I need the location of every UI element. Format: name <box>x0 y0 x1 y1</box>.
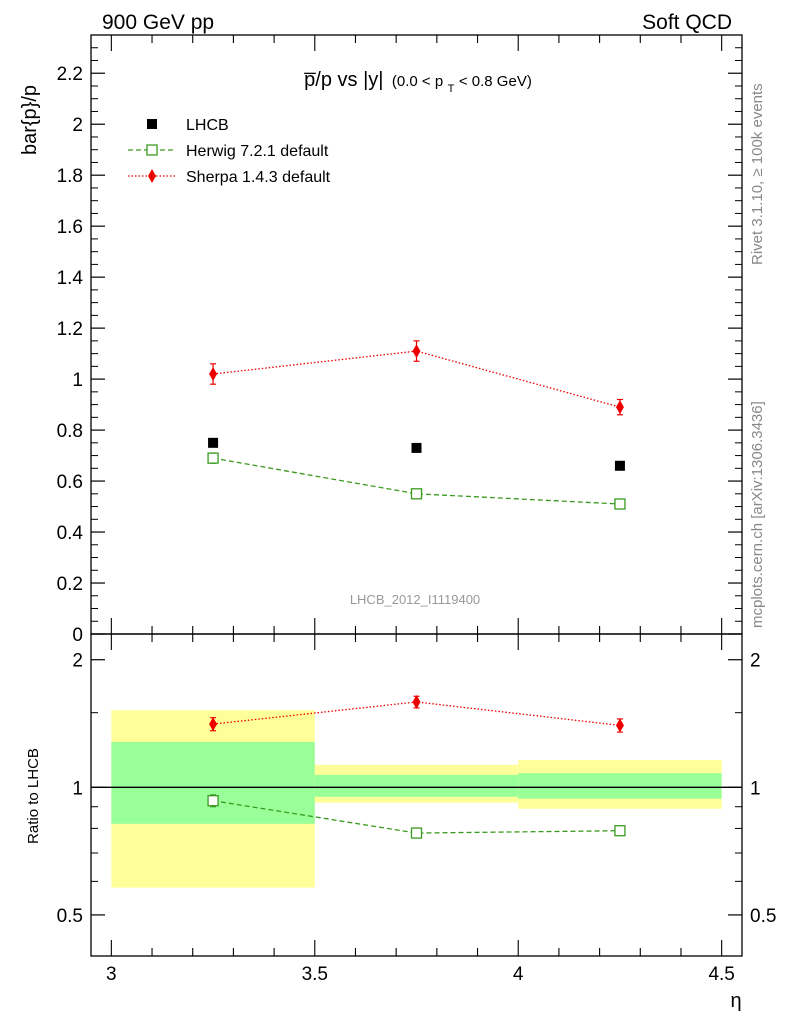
xtick-label: 4.5 <box>708 964 734 985</box>
ratio-ylabel: Ratio to LHCB <box>25 748 42 844</box>
x-axis-ticks: 3 3.5 4 4.5 <box>106 35 735 985</box>
ratio-sherpa-point <box>412 694 421 709</box>
sherpa-point <box>209 367 218 382</box>
main-ytick-label: 1.2 <box>57 319 83 340</box>
title-cut-suffix: < 0.8 GeV) <box>459 73 532 90</box>
ratio-band-inner-1 <box>314 774 519 797</box>
ratio-herwig-point <box>614 825 626 837</box>
ratio-band-inner-0 <box>111 741 315 824</box>
ratio-uncertainty-bands <box>111 710 722 888</box>
legend-herwig-marker <box>146 144 158 156</box>
main-ytick-label: 0.2 <box>57 574 83 595</box>
main-ylabel: bar{p}/p <box>19 85 41 155</box>
main-axis-ticks: 0 0.2 0.4 0.6 0.8 1 1.2 1.4 1.6 1.8 2 2.2 <box>57 34 742 646</box>
ratio-band-inner-2 <box>518 773 722 799</box>
main-ytick-label: 2.2 <box>57 64 83 85</box>
ratio-ytick-label-right: 0.5 <box>750 906 776 927</box>
main-ytick-label: 1.6 <box>57 217 83 238</box>
legend: LHCB Herwig 7.2.1 default Sherpa 1.4.3 d… <box>128 117 331 186</box>
legend-sherpa-label: Sherpa 1.4.3 default <box>186 169 331 186</box>
xtick-label: 3 <box>106 964 117 985</box>
ratio-herwig-line <box>212 800 620 834</box>
plot-title: p̅/p vs |y| (0.0 < p T < 0.8 GeV) <box>304 69 532 96</box>
ratio-sherpa-point <box>615 718 624 733</box>
title-main: p̅/p vs |y| <box>304 69 383 91</box>
ratio-ytick-label-left: 0.5 <box>57 906 83 927</box>
ratio-sherpa-point <box>209 717 218 732</box>
main-ytick-label: 0.4 <box>57 523 84 544</box>
main-ytick-label: 2 <box>72 115 83 136</box>
ratio-ytick-label-left: 2 <box>72 651 83 672</box>
lhcb-point <box>614 460 625 471</box>
legend-lhcb-label: LHCB <box>186 117 229 134</box>
ratio-ytick-label-right: 2 <box>750 651 761 672</box>
title-cut-subscript: T <box>448 83 455 95</box>
sherpa-point <box>615 400 624 415</box>
main-ytick-label: 0.8 <box>57 421 83 442</box>
herwig-point <box>410 488 423 500</box>
legend-herwig-label: Herwig 7.2.1 default <box>186 143 329 160</box>
herwig-point <box>207 452 219 464</box>
main-ytick-label: 1.8 <box>57 166 83 187</box>
rivet-version-text: Rivet 3.1.10, ≥ 100k events <box>749 83 766 265</box>
ratio-ytick-label-right: 1 <box>750 778 761 799</box>
main-ytick-label: 1 <box>72 370 83 391</box>
herwig-line <box>212 457 620 505</box>
title-cut-prefix: (0.0 < p <box>392 73 443 90</box>
legend-sherpa-marker <box>148 169 156 183</box>
header-right-label: Soft QCD <box>642 11 732 34</box>
ratio-axis-ticks: 0.5 0.5 1 1 2 2 <box>57 651 777 927</box>
main-ytick-label: 1.4 <box>57 268 84 289</box>
lhcb-point <box>208 437 219 448</box>
ratio-series-group <box>207 694 626 839</box>
sherpa-point <box>412 344 421 359</box>
xtick-label: 3.5 <box>302 964 328 985</box>
main-ytick-label: 0.6 <box>57 472 83 493</box>
main-series-group <box>207 340 626 510</box>
ratio-herwig-point <box>410 827 423 839</box>
xtick-label: 4 <box>513 964 524 985</box>
main-ytick-label: 0 <box>72 625 83 646</box>
ratio-ytick-label-left: 1 <box>72 778 83 799</box>
legend-lhcb-marker <box>147 119 157 129</box>
analysis-watermark: LHCB_2012_I1119400 <box>350 592 480 607</box>
ratio-panel-frame <box>90 633 743 957</box>
header-left-label: 900 GeV pp <box>102 11 214 34</box>
xaxis-label: η <box>730 990 741 1012</box>
lhcb-point <box>411 442 422 453</box>
mcplots-reference-text: mcplots.cern.ch [arXiv:1306.3436] <box>749 401 766 628</box>
herwig-point <box>614 498 626 510</box>
ratio-herwig-point <box>207 795 219 807</box>
